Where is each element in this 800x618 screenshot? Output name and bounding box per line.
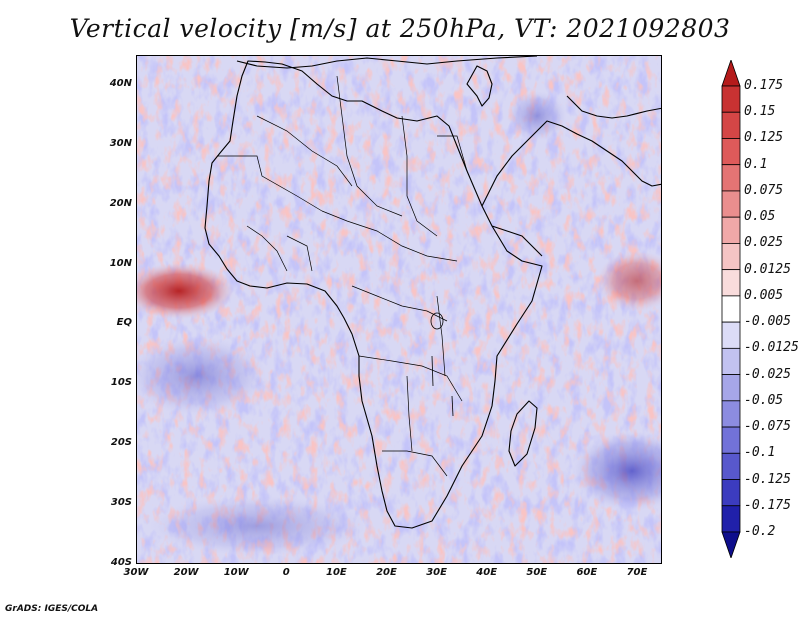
x-tick-label: 10W [223,567,249,578]
vertical-velocity-field [137,56,661,563]
downdraft-region-southwest [137,336,267,416]
colorbar-swatch [721,243,741,271]
y-tick-label: 10N [109,257,132,269]
colorbar-swatch [721,347,741,375]
colorbar [721,60,741,558]
x-tick-label: 20W [173,567,199,578]
x-tick-label: 0 [282,567,290,578]
downdraft-region-south [147,496,367,556]
colorbar-swatch [721,216,741,244]
colorbar-swatch [721,138,741,166]
colorbar-level-label: 0.175 [744,78,784,93]
persian-gulf-coastline [566,95,661,119]
colorbar-level-label: -0.1 [744,445,776,461]
grads-credit: GrADS: IGES/COLA [5,604,99,614]
updraft-region-east [597,251,661,311]
y-tick-label: 30S [110,497,132,509]
colorbar-level-label: -0.125 [744,471,791,487]
mediterranean-coastline [236,56,538,69]
levant-coastline [466,65,493,107]
downdraft-region-mideast [507,91,567,141]
colorbar-level-label: -0.025 [744,366,791,382]
x-tick-label: 30E [426,567,447,578]
colorbar-level-label: 0.1 [744,156,768,172]
colorbar-level-label: -0.175 [744,497,791,513]
colorbar-swatch [721,479,741,507]
strong-updraft-region [137,263,234,319]
colorbar-swatch [721,295,741,323]
colorbar-swatch [721,190,741,218]
y-tick-label: 20S [110,437,132,449]
x-tick-label: 60E [576,567,598,578]
madagascar-coastline [508,400,538,467]
colorbar-swatch [721,60,741,87]
colorbar-swatch [721,531,741,558]
y-tick-label: 30N [109,137,132,149]
arabian-coastline [481,120,661,207]
colorbar-swatch [721,321,741,349]
colorbar-level-label: 0.075 [744,182,784,198]
y-tick-label: EQ [116,317,132,329]
colorbar-level-label: -0.2 [744,524,776,539]
colorbar-swatch [721,269,741,297]
colorbar-level-label: -0.075 [744,419,791,435]
colorbar-level-label: -0.0125 [744,340,799,356]
y-tick-label: 40N [109,77,132,89]
x-tick-label: 50E [526,567,548,578]
x-tick-label: 10E [326,567,347,578]
colorbar-swatch [721,400,741,428]
x-tick-label: 70E [626,567,648,578]
downdraft-region-southeast [572,431,661,511]
map-plot-area [136,55,662,564]
colorbar-swatch [721,426,741,454]
colorbar-swatch [721,85,741,113]
colorbar-swatch [721,452,741,480]
x-tick-label: 30W [123,567,149,578]
x-tick-label: 20E [376,567,397,578]
colorbar-swatch [721,374,741,402]
colorbar-level-label: 0.005 [744,287,784,303]
lakes [430,312,454,417]
colorbar-level-label: 0.025 [744,235,784,251]
y-tick-label: 40S [110,557,132,568]
country-borders [217,75,468,477]
colorbar-level-label: -0.05 [744,392,784,408]
colorbar-swatch [721,505,741,533]
coastlines [204,56,661,529]
colorbar-level-label: 0.15 [744,104,776,120]
colorbar-level-label: -0.005 [744,314,791,330]
africa-coastline [204,60,543,529]
x-tick-label: 40E [476,567,498,578]
gulf-of-aden-coastline [491,225,543,257]
colorbar-level-label: 0.125 [744,130,784,146]
colorbar-swatch [721,164,741,192]
colorbar-swatch [721,111,741,139]
colorbar-level-label: 0.0125 [744,261,791,277]
colorbar-level-label: 0.05 [744,209,776,225]
chart-title: Vertical velocity [m/s] at 250hPa, VT: 2… [69,14,731,43]
y-tick-label: 10S [110,377,132,389]
y-tick-label: 20N [109,197,132,209]
